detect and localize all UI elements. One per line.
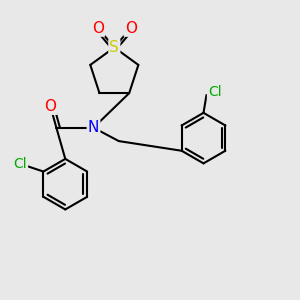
Text: Cl: Cl [208, 85, 222, 99]
Text: O: O [92, 21, 104, 36]
Text: S: S [110, 40, 119, 55]
Text: O: O [44, 99, 56, 114]
Text: N: N [88, 120, 99, 135]
Text: Cl: Cl [14, 157, 27, 171]
Text: O: O [125, 21, 137, 36]
